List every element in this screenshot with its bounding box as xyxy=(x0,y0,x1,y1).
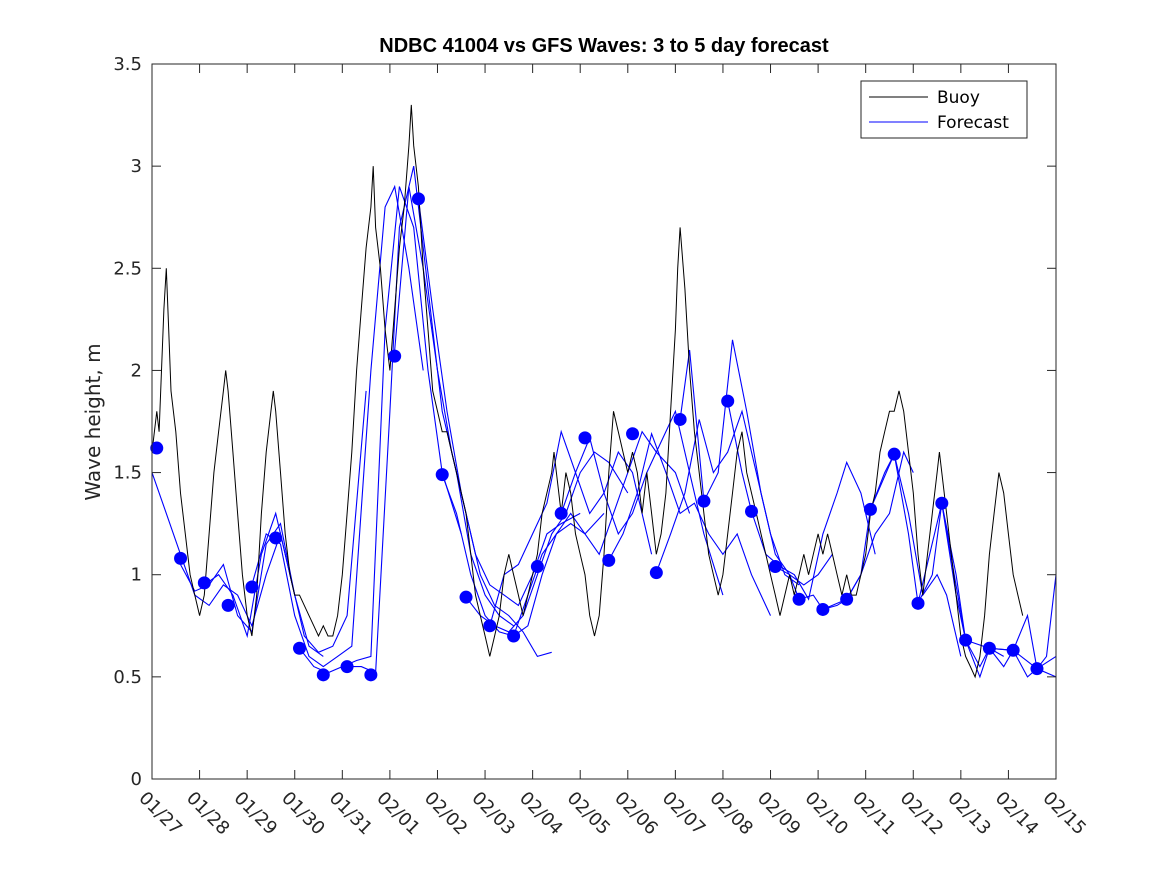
forecast-run-line xyxy=(679,339,833,586)
y-tick-label: 0.5 xyxy=(113,667,142,688)
forecast-point xyxy=(435,468,449,482)
legend-box xyxy=(860,80,1028,139)
forecast-run-line xyxy=(608,431,771,616)
legend-buoy-label: Buoy xyxy=(937,88,980,108)
forecast-run-line xyxy=(417,198,581,607)
x-tick-label: 02/04 xyxy=(515,788,567,840)
x-tick-label: 02/11 xyxy=(848,788,900,840)
forecast-point xyxy=(197,576,211,590)
forecast-run-line xyxy=(394,186,552,658)
forecast-point xyxy=(768,560,782,574)
x-tick-label: 02/15 xyxy=(1038,788,1090,840)
chart-title: NDBC 41004 vs GFS Waves: 3 to 5 day fore… xyxy=(379,35,829,57)
x-tick-label: 01/31 xyxy=(325,788,377,840)
forecast-run-line xyxy=(203,390,367,653)
forecast-point xyxy=(697,494,711,508)
y-axis-label: Wave height, m xyxy=(81,343,105,500)
axes-box xyxy=(151,63,1057,780)
y-tick-label: 0 xyxy=(131,769,142,790)
forecast-markers xyxy=(150,192,1044,682)
forecast-point xyxy=(887,447,901,461)
y-axis: 0 0.5 1 1.5 2 2.5 3 3.5 xyxy=(113,54,1056,790)
forecast-point xyxy=(507,629,521,643)
forecast-point xyxy=(863,502,877,516)
forecast-point xyxy=(221,598,235,612)
x-tick-label: 02/08 xyxy=(705,788,757,840)
x-axis: 01/2701/2801/2901/3001/3102/0102/0202/03… xyxy=(134,64,1090,839)
forecast-point xyxy=(245,580,259,594)
forecast-point xyxy=(554,506,568,520)
forecast-point xyxy=(840,592,854,606)
buoy-line xyxy=(151,104,1024,679)
x-tick-label: 02/03 xyxy=(468,788,520,840)
x-tick-label: 02/09 xyxy=(753,788,805,840)
x-tick-label: 02/13 xyxy=(943,788,995,840)
x-tick-label: 01/29 xyxy=(230,788,282,840)
x-tick-label: 02/05 xyxy=(563,788,615,840)
forecast-point xyxy=(649,566,663,580)
forecast-run-line xyxy=(347,165,514,674)
y-tick-label: 3.5 xyxy=(113,54,142,75)
x-tick-label: 02/06 xyxy=(610,788,662,840)
x-tick-label: 01/28 xyxy=(182,788,234,840)
forecast-point xyxy=(935,496,949,510)
x-tick-label: 01/30 xyxy=(277,788,329,840)
y-tick-label: 1.5 xyxy=(113,463,142,484)
forecast-point xyxy=(602,553,616,567)
forecast-run-line xyxy=(151,472,296,628)
y-tick-label: 1 xyxy=(131,565,142,586)
forecast-point xyxy=(483,619,497,633)
forecast-run-line xyxy=(489,429,653,626)
forecast-point xyxy=(816,602,830,616)
forecast-run-line xyxy=(441,474,605,637)
x-tick-label: 02/14 xyxy=(991,788,1043,840)
forecast-point xyxy=(388,349,402,363)
forecast-point xyxy=(316,668,330,682)
forecast-point xyxy=(269,531,283,545)
forecast-run-line xyxy=(989,574,1057,671)
forecast-point xyxy=(292,641,306,655)
forecast-run-line xyxy=(941,503,1057,670)
y-tick-label: 2.5 xyxy=(113,258,142,279)
forecast-point xyxy=(982,641,996,655)
forecast-point xyxy=(721,394,735,408)
forecast-point xyxy=(792,592,806,606)
forecast-point xyxy=(459,590,473,604)
x-tick-label: 01/27 xyxy=(134,788,186,840)
x-tick-label: 02/02 xyxy=(420,788,472,840)
forecast-point xyxy=(340,660,354,674)
forecast-point xyxy=(578,431,592,445)
forecast-point xyxy=(150,441,164,455)
forecast-run-line xyxy=(869,452,1004,668)
forecast-point xyxy=(174,551,188,565)
y-tick-label: 3 xyxy=(131,156,142,177)
forecast-point xyxy=(744,504,758,518)
y-tick-label: 2 xyxy=(131,360,142,381)
legend-forecast-label: Forecast xyxy=(937,113,1009,133)
forecast-point xyxy=(530,560,544,574)
forecast-point xyxy=(1030,662,1044,676)
forecast-point xyxy=(959,633,973,647)
forecast-point xyxy=(411,192,425,206)
forecast-point xyxy=(626,427,640,441)
forecast-run-line xyxy=(251,184,424,668)
forecast-run-line xyxy=(727,400,876,601)
plot-area xyxy=(151,104,1057,679)
forecast-run-line xyxy=(655,409,800,586)
forecast-point xyxy=(364,668,378,682)
x-tick-label: 02/01 xyxy=(372,788,424,840)
legend: Buoy Forecast xyxy=(860,80,1028,139)
x-tick-label: 02/10 xyxy=(801,788,853,840)
forecast-run-line xyxy=(822,452,962,657)
forecast-point xyxy=(673,412,687,426)
x-tick-label: 02/12 xyxy=(896,788,948,840)
forecast-point xyxy=(1006,643,1020,657)
x-tick-label: 02/07 xyxy=(658,788,710,840)
forecast-point xyxy=(911,596,925,610)
